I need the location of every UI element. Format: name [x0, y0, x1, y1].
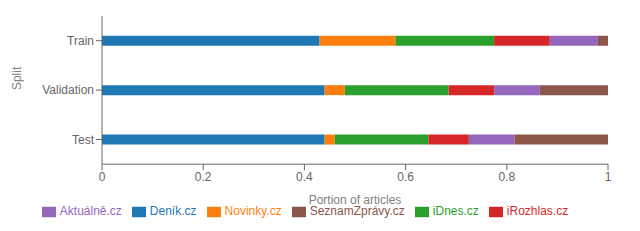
- html-text:Aktuálně.cz: Aktuálně.cz: [59, 204, 122, 219]
- html-text:Deník.cz: Deník.cz: [149, 204, 197, 219]
- html-text:iRozhlas.cz: iRozhlas.cz: [506, 204, 569, 219]
- svg-text:Validation: Validation: [42, 83, 94, 97]
- svg-text:Portion of articles: Portion of articles: [309, 193, 402, 207]
- svg-text:1: 1: [605, 170, 612, 184]
- svg-text:Test: Test: [72, 133, 95, 147]
- svg-text:Train: Train: [67, 34, 94, 48]
- html-text:iDnes.cz: iDnes.cz: [432, 204, 479, 219]
- svg-text:0.6: 0.6: [397, 170, 414, 184]
- html-text:SeznamZprávy.cz: SeznamZprávy.cz: [309, 204, 405, 219]
- svg-text:0.8: 0.8: [498, 170, 515, 184]
- svg-text:Split: Split: [10, 66, 24, 90]
- svg-text:0.2: 0.2: [195, 170, 212, 184]
- html-text:Novinky.cz: Novinky.cz: [224, 204, 282, 219]
- svg-text:0.4: 0.4: [296, 170, 313, 184]
- svg-text:0: 0: [99, 170, 106, 184]
